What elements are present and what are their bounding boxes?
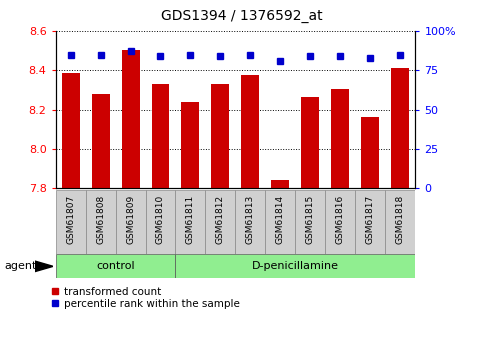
Text: GSM61817: GSM61817	[366, 195, 375, 244]
FancyBboxPatch shape	[205, 190, 236, 254]
Bar	[271, 180, 289, 188]
FancyBboxPatch shape	[355, 190, 385, 254]
FancyBboxPatch shape	[85, 190, 115, 254]
Text: GSM61808: GSM61808	[96, 195, 105, 244]
Bar	[361, 117, 379, 188]
Legend: transformed count, percentile rank within the sample: transformed count, percentile rank withi…	[51, 287, 240, 309]
FancyBboxPatch shape	[56, 254, 175, 278]
FancyBboxPatch shape	[236, 190, 266, 254]
Bar	[331, 89, 349, 188]
Bar	[182, 102, 199, 188]
Text: control: control	[96, 262, 135, 271]
Text: GSM61813: GSM61813	[246, 195, 255, 244]
Text: GSM61814: GSM61814	[276, 195, 285, 244]
FancyBboxPatch shape	[175, 190, 205, 254]
Bar	[242, 75, 259, 188]
Polygon shape	[35, 261, 53, 272]
FancyBboxPatch shape	[115, 190, 145, 254]
Text: GSM61818: GSM61818	[396, 195, 405, 244]
Text: GSM61811: GSM61811	[186, 195, 195, 244]
Text: GSM61807: GSM61807	[66, 195, 75, 244]
FancyBboxPatch shape	[326, 190, 355, 254]
FancyBboxPatch shape	[175, 254, 415, 278]
Text: agent: agent	[5, 262, 37, 271]
Bar	[122, 50, 140, 188]
FancyBboxPatch shape	[385, 190, 415, 254]
Text: GSM61815: GSM61815	[306, 195, 315, 244]
Text: D-penicillamine: D-penicillamine	[252, 262, 339, 271]
Bar	[301, 97, 319, 188]
Bar	[61, 73, 80, 188]
Text: GSM61810: GSM61810	[156, 195, 165, 244]
Text: GSM61812: GSM61812	[216, 195, 225, 244]
Bar	[391, 68, 410, 188]
Bar	[92, 94, 110, 188]
Bar	[152, 84, 170, 188]
FancyBboxPatch shape	[296, 190, 326, 254]
FancyBboxPatch shape	[266, 190, 296, 254]
Text: GSM61809: GSM61809	[126, 195, 135, 244]
Bar	[212, 84, 229, 188]
Text: GSM61816: GSM61816	[336, 195, 345, 244]
FancyBboxPatch shape	[145, 190, 175, 254]
FancyBboxPatch shape	[56, 190, 85, 254]
Text: GDS1394 / 1376592_at: GDS1394 / 1376592_at	[161, 9, 322, 23]
